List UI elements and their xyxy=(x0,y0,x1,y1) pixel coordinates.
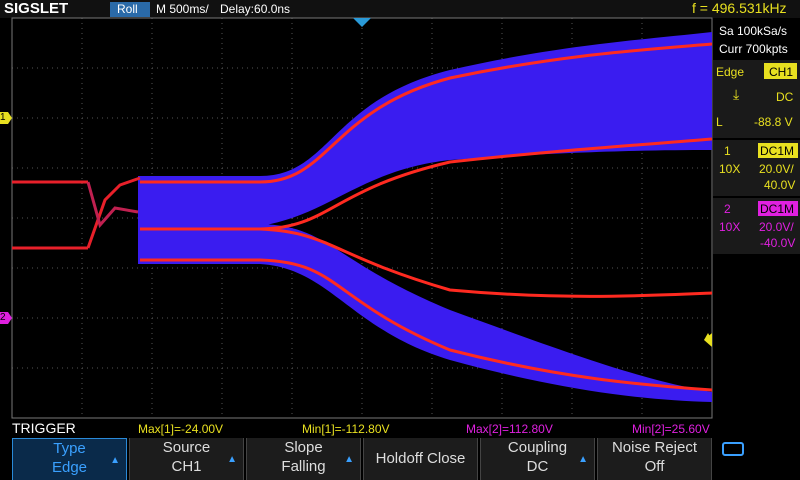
menu-button[interactable]: Noise Reject Off xyxy=(597,438,712,480)
measurement: Max[2]=112.80V xyxy=(466,422,553,436)
ch1-coupling: DC1M xyxy=(760,144,795,158)
measurement: Min[1]=-112.80V xyxy=(302,422,390,436)
slope-icon: ⤓ xyxy=(733,86,740,102)
ch1-marker-label: 1 xyxy=(0,112,6,123)
button-title: Noise Reject xyxy=(611,439,698,456)
button-value: Off xyxy=(644,458,665,475)
ch2-marker-label: 2 xyxy=(0,312,6,323)
level-label: L xyxy=(716,115,723,129)
menu-label: TRIGGER xyxy=(12,420,76,436)
ch2-number: 2 xyxy=(724,202,731,216)
measurement: Min[2]=25.60V xyxy=(632,422,710,436)
menu-button[interactable]: Type Edge ▲ xyxy=(12,438,127,480)
ch2-envelope xyxy=(138,224,712,402)
ch1-number: 1 xyxy=(724,144,731,158)
button-title: Slope xyxy=(284,439,323,456)
delay: Delay:60.0ns xyxy=(220,2,291,16)
button-title: Type xyxy=(53,440,86,457)
button-title: Holdoff Close xyxy=(375,450,466,467)
ch2-probe: 10X xyxy=(719,220,741,234)
trigger-source: CH1 xyxy=(769,65,794,79)
menu-button[interactable]: Slope Falling ▲ xyxy=(246,438,361,480)
sample-rate: Sa 100kSa/s xyxy=(719,24,788,38)
menu-button[interactable]: Coupling DC ▲ xyxy=(480,438,595,480)
mode: Roll xyxy=(117,2,138,16)
top-bar xyxy=(0,0,800,18)
button-title: Coupling xyxy=(507,439,568,456)
trigger-position-marker xyxy=(353,18,371,27)
measurement: Max[1]=-24.00V xyxy=(138,422,224,436)
network-icon[interactable] xyxy=(722,442,744,456)
button-value: Falling xyxy=(281,458,326,475)
logo: SIGSLET xyxy=(4,0,69,17)
coupling-badge xyxy=(758,201,798,216)
ch1-badge xyxy=(764,63,797,79)
ch2-marker xyxy=(0,312,12,324)
trigger-type: Edge xyxy=(716,65,745,79)
ch2-scale: 20.0V/ xyxy=(759,220,794,234)
menu-button[interactable]: Holdoff Close xyxy=(363,438,478,480)
trigger-level-marker xyxy=(704,333,712,347)
coupling-badge xyxy=(758,143,798,158)
ch1-envelope xyxy=(138,32,712,226)
traces xyxy=(12,42,713,392)
ch1-marker xyxy=(0,112,12,124)
button-title: Source xyxy=(162,439,211,456)
ch2-coupling: DC1M xyxy=(760,202,795,216)
ch1-scale: 20.0V/ xyxy=(759,162,794,176)
button-value: Edge xyxy=(51,459,88,476)
ch1-offset: 40.0V xyxy=(764,178,796,192)
memory-depth: Curr 700kpts xyxy=(719,42,788,56)
menu-button[interactable]: Source CH1 ▲ xyxy=(129,438,244,480)
ch2-offset: -40.0V xyxy=(760,236,796,250)
button-value: DC xyxy=(526,458,549,475)
frequency: f = 496.531kHz xyxy=(692,0,787,16)
ch1-probe: 10X xyxy=(719,162,741,176)
button-value: CH1 xyxy=(171,458,202,475)
trigger-coupling: DC xyxy=(776,90,794,104)
trigger-level: -88.8 V xyxy=(754,115,793,129)
timebase: M 500ms/ xyxy=(156,2,209,16)
mode-badge xyxy=(110,2,150,17)
